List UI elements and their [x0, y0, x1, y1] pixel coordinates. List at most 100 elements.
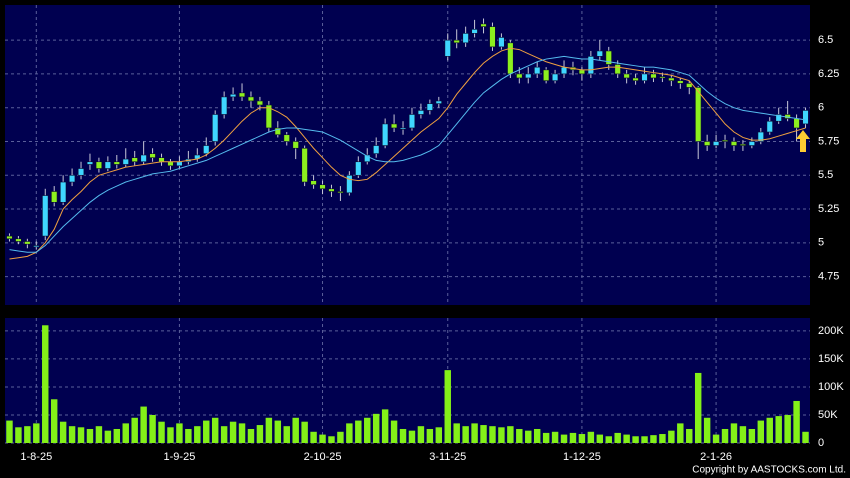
volume-bar: [677, 423, 684, 443]
volume-bar: [59, 421, 67, 443]
volume-bar: [596, 434, 604, 443]
volume-bar: [802, 431, 809, 443]
volume-bar: [686, 428, 693, 443]
candle-body: [212, 114, 219, 142]
x-tick-label: 1-8-25: [20, 451, 52, 463]
candle-body: [686, 83, 693, 88]
volume-bar: [337, 431, 344, 443]
volume-bar: [95, 426, 103, 443]
candle-body: [176, 161, 183, 167]
candle-body: [498, 37, 505, 48]
volume-bar: [480, 425, 487, 443]
volume-bar: [507, 426, 514, 443]
candle-body: [793, 118, 800, 129]
volume-bar: [694, 372, 702, 443]
candle-body: [149, 153, 156, 159]
volume-bar: [149, 414, 156, 443]
volume-bar: [24, 426, 31, 443]
moving-average-line: [9, 47, 806, 260]
volume-bar: [274, 420, 282, 443]
candle-body: [220, 96, 228, 115]
y-tick-label: 5.75: [818, 135, 839, 147]
volume-bar: [516, 428, 523, 443]
candle-body: [614, 64, 621, 75]
candle-body: [203, 145, 210, 154]
candle-body: [695, 87, 702, 142]
candle-body: [703, 141, 711, 146]
volume-bar: [381, 409, 389, 443]
x-tick-label: 1-9-25: [164, 451, 196, 463]
candle-body: [587, 56, 595, 75]
volume-bar: [229, 421, 237, 443]
signal-arrow: [796, 130, 810, 152]
candle-body: [68, 174, 76, 183]
volume-bar: [578, 434, 586, 443]
candle-body: [659, 76, 666, 79]
volume-bar: [220, 426, 228, 443]
candle-body: [605, 50, 612, 65]
candle-body: [721, 139, 729, 142]
volume-bar: [623, 434, 630, 443]
volume-bar: [551, 431, 559, 443]
volume-bar: [453, 423, 460, 443]
volume-bar: [641, 436, 648, 443]
candle-body: [42, 195, 49, 237]
candle-body: [301, 147, 308, 183]
volume-bar: [6, 420, 13, 443]
candle-body: [256, 100, 264, 106]
candle-body: [24, 241, 31, 245]
candle-body: [551, 73, 559, 81]
candle-body: [677, 80, 684, 84]
y-tick-label: 5: [818, 237, 824, 249]
candle-body: [578, 69, 586, 75]
candle-body: [337, 191, 344, 194]
volume-bar: [408, 430, 416, 443]
candle-body: [238, 92, 246, 98]
candle-body: [668, 77, 675, 81]
volume-bar: [301, 421, 308, 443]
moving-average-line: [9, 55, 806, 253]
y-tick-label: 5.25: [818, 203, 839, 215]
volume-bar: [650, 435, 657, 443]
volume-bar: [426, 428, 434, 443]
candle-body: [113, 161, 120, 165]
volume-bar: [462, 426, 469, 443]
candle-body: [453, 39, 460, 44]
candle-body: [748, 141, 756, 146]
volume-bar: [203, 420, 210, 443]
candle-body: [77, 168, 85, 176]
volume-bar: [614, 432, 621, 443]
candle-body: [525, 73, 532, 79]
x-tick-label: 1-12-25: [563, 451, 601, 463]
volume-bar: [533, 428, 541, 443]
candle-body: [408, 114, 416, 129]
candle-body: [319, 184, 326, 190]
candle-body: [33, 245, 40, 248]
volume-bar: [372, 413, 380, 443]
y-tick-label: 50K: [818, 409, 838, 421]
volume-bar: [498, 427, 505, 443]
volume-bar: [435, 427, 443, 443]
volume-bar: [167, 427, 174, 443]
volume-bar: [569, 432, 577, 443]
volume-bar: [775, 416, 782, 443]
volume-bar: [471, 423, 478, 443]
volume-bar: [328, 436, 335, 443]
volume-bar: [605, 436, 612, 443]
y-tick-label: 6.5: [818, 34, 833, 46]
candle-body: [766, 120, 773, 133]
volume-bar: [33, 423, 40, 443]
volume-bar: [104, 430, 112, 443]
volume-bar: [122, 423, 129, 443]
volume-panel: [5, 318, 810, 443]
candle-body: [140, 154, 147, 163]
volume-bar: [757, 420, 765, 443]
candle-body: [542, 69, 550, 81]
y-tick-label: 5.5: [818, 169, 833, 181]
volume-bar: [784, 414, 791, 443]
volume-bar: [489, 426, 496, 443]
candle-body: [730, 141, 738, 146]
y-tick-label: 6: [818, 102, 824, 114]
